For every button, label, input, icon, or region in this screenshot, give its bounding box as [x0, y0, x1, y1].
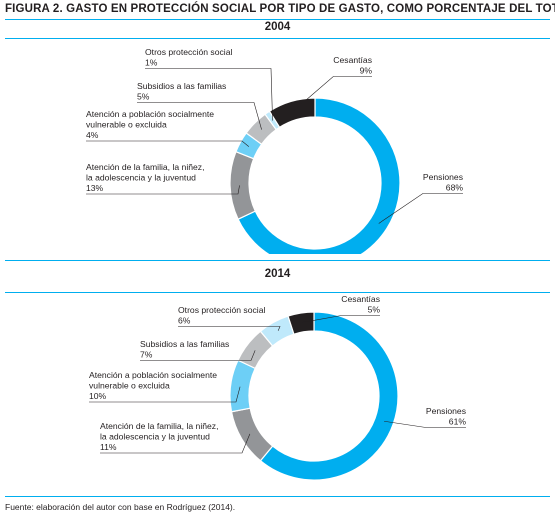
slice-cesantias-2014	[287, 311, 315, 335]
label-group-atencion-a-poblacion-socialmente-vulnerable-o-excluida-2014: Atención a población socialmentevulnerab…	[89, 370, 241, 403]
label-name-atencion-a-poblacion-socialmente-vulnerable-o-excluida-2004: vulnerable o excluida	[86, 120, 167, 130]
label-name-atencion-de-la-familia-la-ninez-la-adolescencia-y-la-juventud-2004: Atención de la familia, la niñez,	[86, 162, 204, 172]
label-name-atencion-de-la-familia-la-ninez-la-adolescencia-y-la-juventud-2004: la adolescencia y la juventud	[86, 173, 196, 183]
leader-line-atencion-a-poblacion-socialmente-vulnerable-o-excluida-2014	[89, 386, 241, 403]
label-name-pensiones-2014: Pensiones	[426, 406, 466, 416]
label-value-pensiones-2004: 68%	[446, 183, 464, 193]
leader-line-atencion-de-la-familia-la-ninez-la-adolescencia-y-la-juventud-2014	[100, 433, 251, 454]
label-name-subsidios-a-las-familias-2014: Subsidios a las familias	[140, 339, 229, 349]
label-name-atencion-de-la-familia-la-ninez-la-adolescencia-y-la-juventud-2014: Atención de la familia, la niñez,	[100, 421, 218, 431]
label-group-atencion-de-la-familia-la-ninez-la-adolescencia-y-la-juventud-2014: Atención de la familia, la niñez,la adol…	[100, 421, 251, 454]
label-name-atencion-a-poblacion-socialmente-vulnerable-o-excluida-2014: Atención a población socialmente	[89, 370, 217, 380]
label-value-subsidios-a-las-familias-2004: 5%	[137, 92, 150, 102]
bottom-rule	[5, 496, 550, 497]
label-value-otros-proteccion-social-2004: 1%	[145, 58, 158, 68]
section-divider	[5, 260, 550, 261]
leader-line-otros-proteccion-social-2004	[145, 68, 273, 121]
slice-atencion-a-poblacion-socialmente-vulnerable-o-excluida-2014	[229, 359, 256, 413]
chart-2014-rule	[5, 292, 550, 293]
label-name-otros-proteccion-social-2004: Otros protección social	[145, 47, 232, 57]
label-group-atencion-de-la-familia-la-ninez-la-adolescencia-y-la-juventud-2004: Atención de la familia, la niñez,la adol…	[86, 162, 240, 195]
leader-line-subsidios-a-las-familias-2014	[140, 350, 256, 361]
leader-line-atencion-a-poblacion-socialmente-vulnerable-o-excluida-2004	[86, 140, 250, 147]
label-name-atencion-de-la-familia-la-ninez-la-adolescencia-y-la-juventud-2014: la adolescencia y la juventud	[100, 432, 210, 442]
leader-line-otros-proteccion-social-2014	[178, 326, 281, 331]
label-value-cesantias-2014: 5%	[368, 305, 381, 315]
donut-slices-2014	[229, 311, 399, 481]
label-name-atencion-a-poblacion-socialmente-vulnerable-o-excluida-2014: vulnerable o excluida	[89, 381, 170, 391]
leader-line-cesantias-2014	[302, 315, 380, 323]
label-name-cesantias-2004: Cesantías	[333, 55, 372, 65]
chart-2004-title: 2004	[264, 21, 291, 33]
label-value-atencion-a-poblacion-socialmente-vulnerable-o-excluida-2004: 4%	[86, 130, 99, 140]
slice-pensiones-2014	[259, 311, 399, 481]
label-value-pensiones-2014: 61%	[449, 417, 467, 427]
label-name-otros-proteccion-social-2014: Otros protección social	[178, 305, 265, 315]
leader-line-pensiones-2014	[384, 420, 466, 428]
label-name-cesantias-2014: Cesantías	[341, 294, 380, 304]
label-value-atencion-de-la-familia-la-ninez-la-adolescencia-y-la-juventud-2014: 11%	[100, 442, 117, 452]
label-value-cesantias-2004: 9%	[360, 66, 373, 76]
label-value-atencion-a-poblacion-socialmente-vulnerable-o-excluida-2014: 10%	[89, 391, 107, 401]
figure-title: FIGURA 2. GASTO EN PROTECCIÓN SOCIAL POR…	[5, 3, 555, 15]
source-note: Fuente: elaboración del autor con base e…	[5, 502, 236, 512]
label-group-atencion-a-poblacion-socialmente-vulnerable-o-excluida-2004: Atención a población socialmentevulnerab…	[86, 109, 250, 147]
leader-line-atencion-de-la-familia-la-ninez-la-adolescencia-y-la-juventud-2004	[86, 185, 240, 195]
label-value-atencion-de-la-familia-la-ninez-la-adolescencia-y-la-juventud-2004: 13%	[86, 183, 104, 193]
label-value-otros-proteccion-social-2014: 6%	[178, 316, 191, 326]
slice-atencion-de-la-familia-la-ninez-la-adolescencia-y-la-juventud-2004	[229, 150, 257, 220]
label-value-subsidios-a-las-familias-2014: 7%	[140, 350, 153, 360]
top-rule	[5, 19, 550, 20]
label-name-pensiones-2004: Pensiones	[423, 172, 463, 182]
leader-line-cesantias-2004	[293, 76, 372, 111]
donut-slices-2004	[229, 97, 401, 254]
chart-2004-rule	[5, 38, 550, 39]
chart-2014-title: 2014	[264, 268, 291, 280]
slice-pensiones-2004	[237, 97, 401, 254]
label-name-subsidios-a-las-familias-2004: Subsidios a las familias	[137, 81, 226, 91]
label-name-atencion-a-poblacion-socialmente-vulnerable-o-excluida-2004: Atención a población socialmente	[86, 109, 214, 119]
slice-cesantias-2004	[268, 97, 316, 129]
leader-line-subsidios-a-las-familias-2004	[137, 102, 262, 130]
leader-line-pensiones-2004	[378, 193, 463, 224]
